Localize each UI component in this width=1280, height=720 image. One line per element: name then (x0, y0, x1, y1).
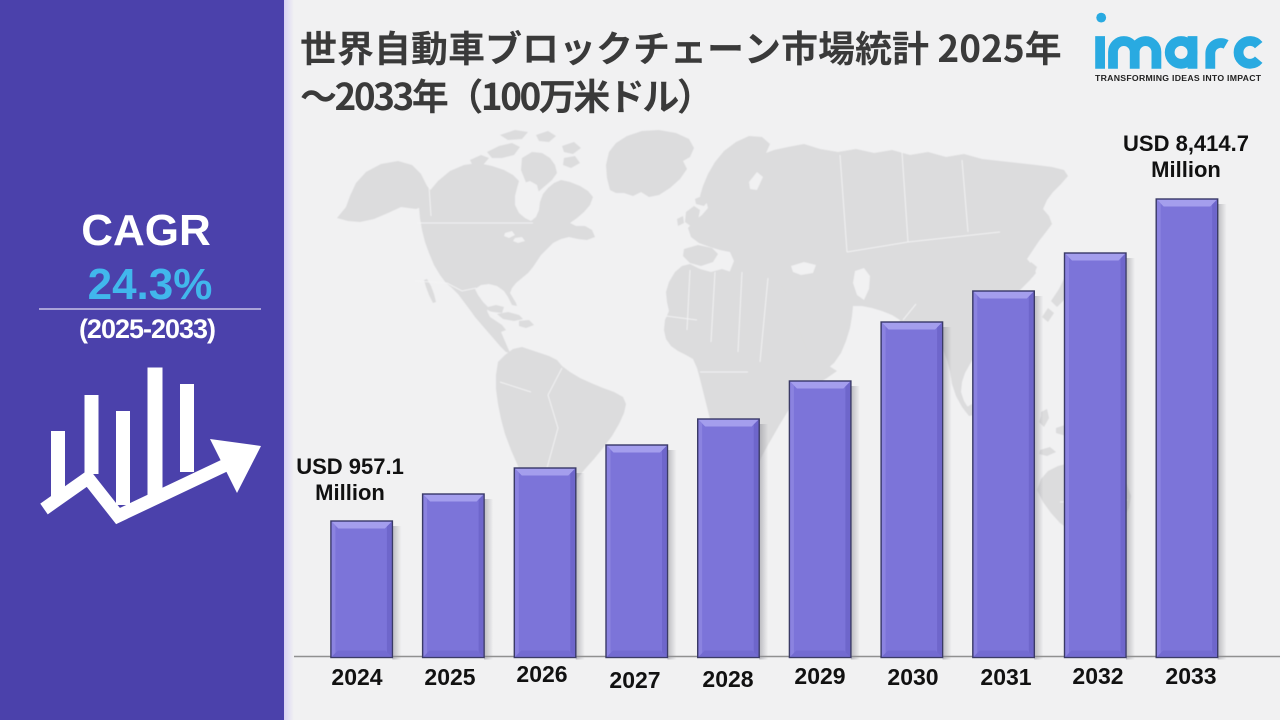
svg-text:TRANSFORMING IDEAS INTO IMPACT: TRANSFORMING IDEAS INTO IMPACT (1095, 73, 1262, 83)
